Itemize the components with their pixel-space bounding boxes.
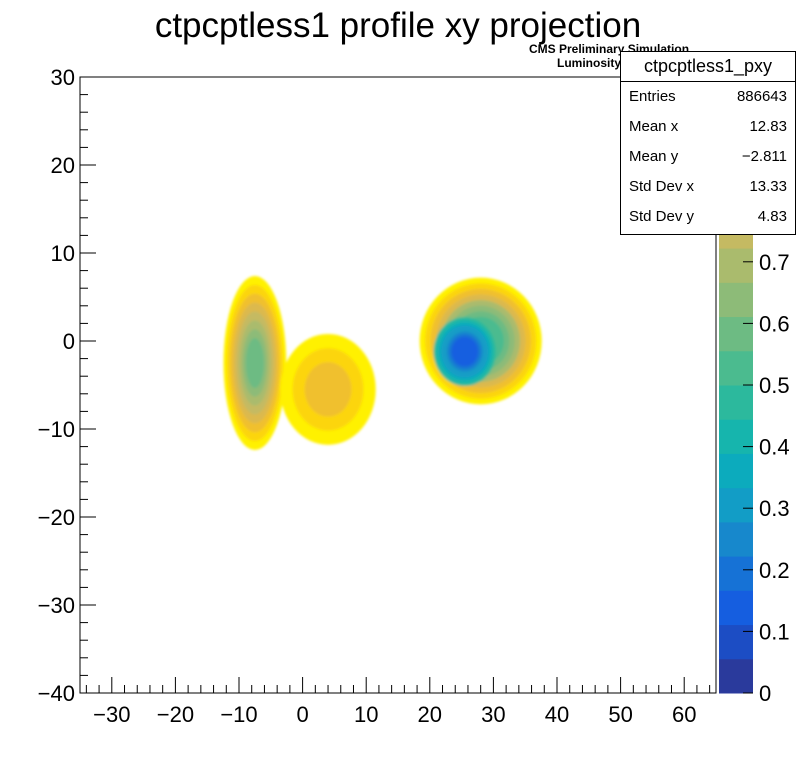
z-tick-label: 0.1 xyxy=(759,619,790,644)
palette-cell xyxy=(719,419,753,454)
palette-cell xyxy=(719,282,753,318)
axes: −30 −20 −10 0 10 20 30 40 50 60 30 20 10 0 −10 −20 −30 −4… xyxy=(38,65,711,727)
stats-label: Mean y xyxy=(629,148,679,165)
y-tick-label: 0 xyxy=(63,329,75,354)
z-tick-label: 0 xyxy=(759,681,771,706)
stats-row: Mean x 12.83 xyxy=(629,118,787,140)
y-tick-label: −30 xyxy=(38,593,75,618)
palette-cell xyxy=(719,487,753,523)
stats-row: Mean y −2.811 xyxy=(629,148,787,170)
z-tick-label: 0.5 xyxy=(759,373,790,398)
stats-value: −2.811 xyxy=(741,148,787,165)
x-tick-label: 20 xyxy=(418,702,442,727)
z-tick-label: 0.4 xyxy=(759,435,790,460)
stats-row: Entries 886643 xyxy=(629,88,787,110)
x-tick-label: 30 xyxy=(481,702,505,727)
y-tick-label: 30 xyxy=(51,65,75,90)
palette-cell xyxy=(719,248,753,283)
z-tick-label: 0.7 xyxy=(759,250,790,275)
stats-label: Std Dev x xyxy=(629,178,695,195)
plot-frame xyxy=(79,76,717,694)
y-tick-label: −40 xyxy=(38,681,75,706)
color-scale: 00.10.20.30.40.50.60.789 xyxy=(719,77,790,706)
x-tick-label: 0 xyxy=(296,702,308,727)
palette-cell xyxy=(719,624,753,660)
palette-cell xyxy=(719,316,753,352)
y-tick-label: −20 xyxy=(38,505,75,530)
stats-value: 886643 xyxy=(736,88,787,105)
x-tick-label: −10 xyxy=(220,702,257,727)
palette-cell xyxy=(719,658,753,694)
palette-cell xyxy=(719,453,753,489)
x-tick-label: 50 xyxy=(608,702,632,727)
y-tick-label: 20 xyxy=(51,153,75,178)
stats-value: 12.83 xyxy=(749,118,787,135)
stats-value: 4.83 xyxy=(757,208,787,225)
palette-cell xyxy=(719,590,753,626)
z-tick-label: 0.3 xyxy=(759,496,790,521)
contour-band xyxy=(304,362,352,417)
z-tick-label: 0.2 xyxy=(759,558,790,583)
stats-label: Entries xyxy=(629,88,676,105)
stats-label: Std Dev y xyxy=(629,208,695,225)
contour-band xyxy=(245,338,264,388)
x-tick-label: −20 xyxy=(157,702,194,727)
chart-title: ctpcptless1 profile xy projection xyxy=(154,6,642,45)
stats-value: 13.33 xyxy=(749,178,787,195)
palette-cell xyxy=(719,385,753,420)
stats-row: Std Dev y 4.83 xyxy=(629,208,787,230)
x-tick-label: 10 xyxy=(354,702,378,727)
palette-cell xyxy=(719,521,753,557)
x-tick-label: −30 xyxy=(93,702,130,727)
density-contours xyxy=(223,276,542,450)
y-tick-label: −10 xyxy=(38,417,75,442)
y-tick-label: 10 xyxy=(51,241,75,266)
palette-cell xyxy=(719,556,753,591)
x-tick-label: 40 xyxy=(545,702,569,727)
z-tick-label: 0.6 xyxy=(759,311,790,336)
palette-cell xyxy=(719,350,753,386)
stats-row: Std Dev x 13.33 xyxy=(629,178,787,200)
stats-label: Mean x xyxy=(629,118,679,135)
stats-title: ctpcptless1_pxy xyxy=(621,56,795,82)
stats-box: ctpcptless1_pxy Entries 886643 Mean x 12.83… xyxy=(620,51,796,235)
x-tick-label: 60 xyxy=(672,702,696,727)
contour-band xyxy=(454,340,476,364)
